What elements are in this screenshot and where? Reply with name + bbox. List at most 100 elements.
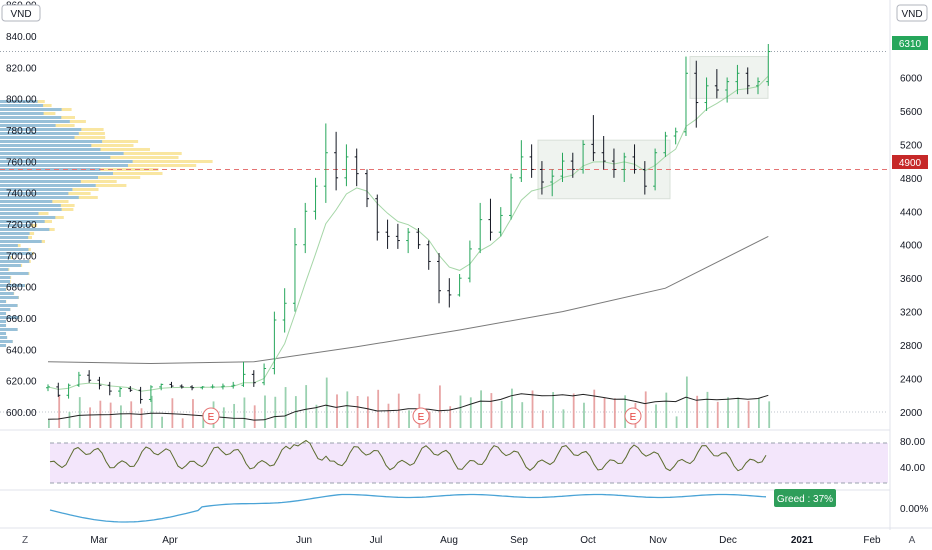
volume-bar (716, 401, 719, 428)
profile-bar-down (0, 180, 81, 183)
volume-bar (264, 395, 266, 428)
left-currency-badge[interactable]: VND (1, 4, 41, 22)
profile-bar-down (0, 240, 42, 243)
level-price-text: 4900 (899, 158, 922, 169)
axes: 860.00840.00820.00800.00780.00760.00740.… (6, 1, 928, 546)
volume-bar (572, 393, 575, 428)
profile-bar-down (0, 272, 29, 275)
x-axis-tick: Sep (510, 535, 528, 546)
volume-bar (233, 403, 236, 428)
profile-bar-down (0, 228, 50, 231)
left-axis-tick: 740.00 (6, 189, 37, 200)
profile-bar-down (0, 212, 39, 215)
volume-bar (747, 400, 750, 428)
volume-bar (552, 392, 555, 428)
profile-bar-down (0, 152, 124, 155)
x-axis-tick: Dec (719, 535, 737, 546)
profile-bar-down (0, 196, 79, 199)
x-axis-tick: Nov (649, 535, 667, 546)
ema-line (47, 75, 769, 392)
volume-bar (696, 395, 699, 428)
last-price-text: 6310 (899, 39, 922, 50)
left-axis-tick: 680.00 (6, 283, 37, 294)
volume-bar (459, 395, 462, 428)
profile-bar-down (0, 132, 79, 135)
earnings-marker-text: E (418, 412, 425, 423)
greed-tag: Greed : 37% (774, 489, 836, 507)
zoom-button[interactable]: Z (22, 535, 28, 546)
left-axis-tick: 620.00 (6, 377, 37, 388)
profile-bar-down (0, 268, 9, 271)
left-axis-tick: 840.00 (6, 32, 37, 43)
profile-bar-down (0, 140, 103, 143)
volume-bar (243, 397, 246, 428)
profile-bar-down (0, 104, 44, 107)
right-axis-tick: 3600 (900, 274, 923, 285)
right-axis-tick: 6000 (900, 73, 923, 84)
earnings-marker (624, 407, 642, 425)
volume-bar (68, 411, 71, 428)
sentiment-line (49, 493, 767, 523)
profile-bar-down (0, 192, 69, 195)
volume-bar (315, 404, 318, 428)
profile-bar-down (0, 128, 82, 131)
volume-bar (274, 396, 277, 428)
volume-bar (192, 399, 194, 428)
volume-bar (140, 408, 143, 428)
volume-bar (428, 411, 431, 428)
rsi-axis-tick: 40.00 (900, 463, 925, 474)
volume-profile (0, 100, 213, 347)
volume-bar (377, 389, 380, 428)
volume-bar (593, 389, 596, 428)
auto-scale-button[interactable]: A (909, 535, 916, 546)
volume-bar (685, 376, 688, 428)
volume-bar (480, 390, 482, 428)
volume-bar (500, 400, 503, 428)
right-axis-tick: 5200 (900, 140, 923, 151)
volume-bar (336, 394, 338, 428)
x-axis-tick: Apr (162, 535, 178, 546)
left-axis-tick: 800.00 (6, 95, 37, 106)
profile-bar-down (0, 260, 30, 263)
left-axis-tick: 600.00 (6, 408, 37, 419)
profile-bar-down (0, 308, 11, 311)
profile-bar-down (0, 144, 92, 147)
volume-bar (366, 396, 369, 428)
volume-bar (397, 393, 400, 428)
x-axis-tick: Jul (370, 535, 383, 546)
volume-bar (408, 410, 410, 428)
right-currency-text: VND (901, 9, 922, 20)
x-axis-tick: Aug (440, 535, 458, 546)
profile-bar-down (0, 148, 101, 151)
earnings-marker (202, 407, 220, 425)
volume-bar (89, 407, 91, 428)
volume-bar (624, 395, 627, 428)
sentiment-axis-tick: 0.00% (900, 504, 928, 515)
price-bars (46, 44, 771, 404)
volume-bar (706, 391, 709, 428)
profile-bar-down (0, 252, 32, 255)
volume-bar (202, 413, 205, 428)
profile-bar-down (0, 200, 53, 203)
profile-bar-down (0, 300, 6, 303)
left-axis-tick: 660.00 (6, 314, 37, 325)
volume-bar (737, 397, 740, 428)
profile-bar-down (0, 280, 10, 283)
volume-bar (613, 398, 616, 428)
profile-bar-down (0, 184, 96, 187)
sentiment-pane (49, 493, 767, 523)
profile-bar-down (0, 304, 18, 307)
volume-bar (583, 402, 585, 428)
left-currency-text: VND (10, 9, 31, 20)
right-currency-badge[interactable]: VND (896, 4, 928, 22)
volume-bar (655, 404, 657, 428)
left-axis-tick: 700.00 (6, 251, 37, 262)
profile-bar-down (0, 344, 6, 347)
volume-bar (521, 402, 524, 428)
volume-bar (562, 409, 565, 428)
profile-bar-down (0, 120, 70, 123)
x-axis-tick: 2021 (791, 535, 814, 546)
indicator-lines (47, 75, 769, 421)
